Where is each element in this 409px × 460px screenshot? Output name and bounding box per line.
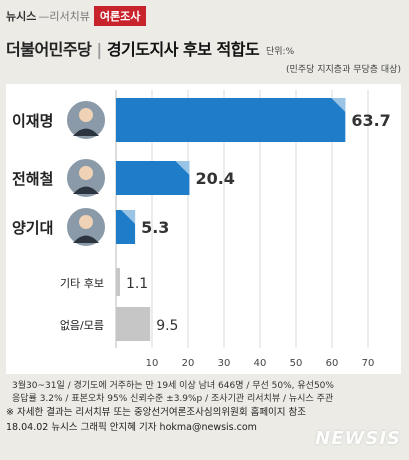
x-tick-label: 20 <box>182 358 195 369</box>
bar-chart: 10 20 30 40 50 60 70 63.7 이재명 20.4 전해철 5.3 양기대 1.1 기타 … <box>6 84 401 374</box>
bar-highlight <box>175 161 190 175</box>
photo-face <box>79 215 93 229</box>
footer-reference: ※ 자세한 결과는 리서치뷰 또는 중앙선거여론조사심의위원회 홈페이지 참조 <box>6 407 307 418</box>
data-label: 5.3 <box>141 218 169 237</box>
category-label: 기타 후보 <box>60 277 104 290</box>
photo-face <box>79 108 93 122</box>
survey-note: 응답률 3.2% / 표본오차 95% 신뢰수준 ±3.9%p / 조사기관 리… <box>12 394 334 404</box>
category-label: 이재명 <box>12 112 53 130</box>
brand-sub: —리서치뷰 <box>38 10 90 23</box>
bar-highlight <box>121 210 136 224</box>
data-label: 9.5 <box>156 318 178 334</box>
bar-highlight <box>331 98 346 112</box>
x-tick-label: 70 <box>362 358 375 369</box>
footer: ※ 자세한 결과는 리서치뷰 또는 중앙선거여론조사심의위원회 홈페이지 참조 … <box>6 405 401 435</box>
bar <box>116 98 346 142</box>
survey-notes: 3월30~31일 / 경기도에 거주하는 만 19세 이상 남녀 646명 / … <box>12 380 397 406</box>
photo-suit <box>73 128 99 136</box>
title-main: 경기도지사 후보 적합도 <box>106 40 260 59</box>
x-tick-label: 50 <box>290 358 303 369</box>
data-label: 20.4 <box>195 169 234 188</box>
footer-credit: 18.04.02 뉴시스 그래픽 안지혜 기자 hokma@newsis.com <box>6 422 257 433</box>
photo-suit <box>73 235 99 243</box>
x-tick-label: 10 <box>146 358 159 369</box>
bar <box>116 268 120 296</box>
category-label: 전해철 <box>12 170 53 188</box>
data-label: 1.1 <box>126 276 148 292</box>
brand-header: 뉴시스 —리서치뷰 여론조사 <box>6 6 147 26</box>
x-tick-label: 40 <box>254 358 267 369</box>
data-label: 63.7 <box>351 111 390 130</box>
chart-title: 더불어민주당 | 경기도지사 후보 적합도 <box>6 36 260 60</box>
photo-face <box>79 166 93 180</box>
category-label: 양기대 <box>12 219 53 237</box>
photo-suit <box>73 186 99 194</box>
survey-note: 3월30~31일 / 경기도에 거주하는 만 19세 이상 남녀 646명 / … <box>12 381 334 391</box>
title-party: 더불어민주당 <box>6 40 92 59</box>
x-tick-label: 60 <box>326 358 339 369</box>
chart-subtitle: (민주당 지지층과 무당층 대상) <box>286 65 401 75</box>
x-tick-label: 30 <box>218 358 231 369</box>
category-label: 없음/모름 <box>60 319 104 332</box>
newsis-watermark: NEWSIS <box>315 428 401 449</box>
title-separator: | <box>96 40 102 59</box>
unit-label: 단위:% <box>266 47 295 57</box>
bar <box>116 307 151 341</box>
brand-name: 뉴시스 <box>6 10 37 23</box>
bar <box>116 161 190 195</box>
poll-tag: 여론조사 <box>93 6 147 26</box>
